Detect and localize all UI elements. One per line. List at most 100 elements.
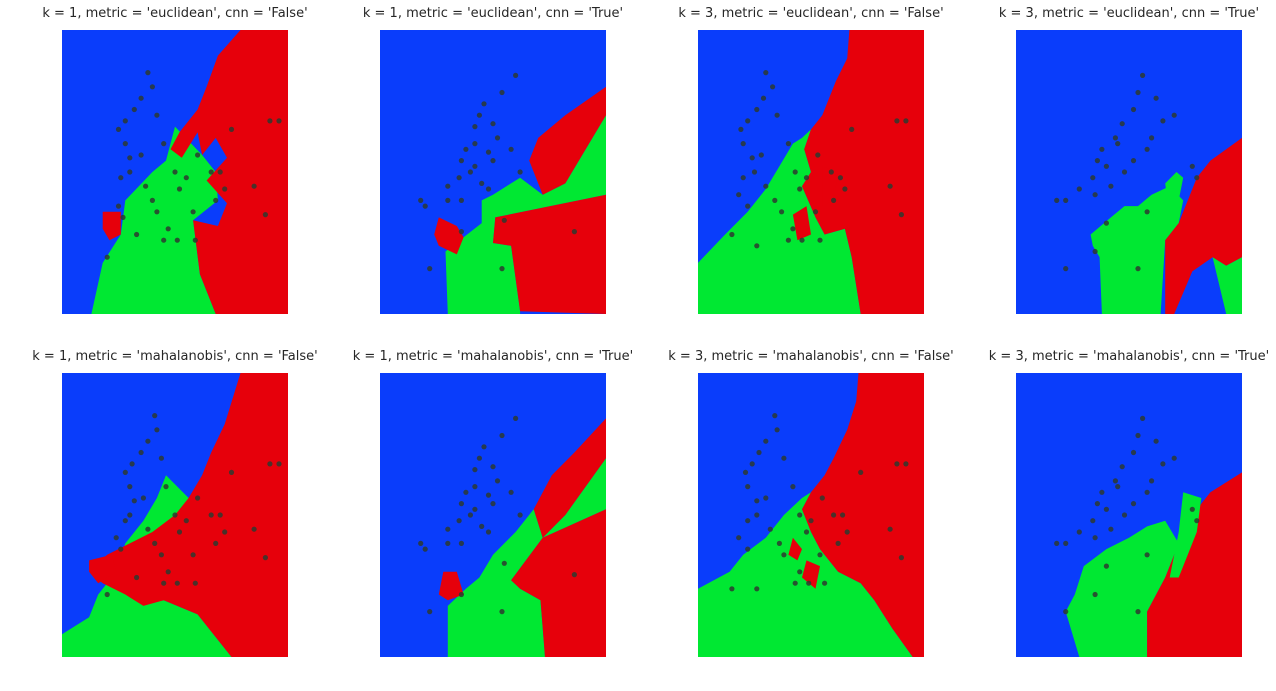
sample-point xyxy=(763,438,769,444)
sample-point xyxy=(763,495,769,501)
sample-point xyxy=(1130,449,1137,456)
sample-point xyxy=(571,572,577,578)
sample-point xyxy=(799,237,805,243)
region-green xyxy=(447,458,606,657)
sample-point xyxy=(1115,141,1121,147)
sample-point xyxy=(134,574,140,581)
sample-point xyxy=(458,158,464,164)
region-green xyxy=(1065,520,1179,657)
sample-point xyxy=(418,540,424,546)
sample-point xyxy=(858,469,864,475)
sample-point xyxy=(208,169,214,175)
sample-point xyxy=(195,152,201,158)
sample-point xyxy=(894,461,900,467)
sample-point xyxy=(779,209,785,215)
sample-point xyxy=(1054,540,1060,546)
sample-point xyxy=(742,469,749,475)
sample-point xyxy=(797,512,803,518)
sample-point xyxy=(115,203,122,209)
sample-point xyxy=(485,186,492,192)
sample-point xyxy=(1119,121,1125,127)
sample-point xyxy=(213,540,219,546)
sample-point xyxy=(1140,415,1146,421)
decision-boundary-plot xyxy=(1016,373,1242,657)
sample-point xyxy=(508,489,514,495)
sample-point xyxy=(790,226,796,232)
sample-point xyxy=(1140,72,1146,78)
sample-point xyxy=(1054,197,1060,203)
sample-point xyxy=(172,169,178,175)
region-red xyxy=(802,560,820,589)
sample-point xyxy=(1099,489,1105,495)
sample-point xyxy=(842,186,848,192)
sample-point xyxy=(494,478,501,484)
sample-point xyxy=(1092,248,1098,255)
sample-point xyxy=(772,197,778,203)
sample-point xyxy=(127,484,133,490)
sample-point xyxy=(1092,192,1098,198)
subplot-title: k = 1, metric = 'euclidean', cnn = 'True… xyxy=(362,6,624,21)
sample-point xyxy=(763,183,769,189)
sample-point xyxy=(767,526,773,532)
sample-point xyxy=(1130,158,1137,164)
sample-point xyxy=(485,529,492,535)
sample-point xyxy=(222,529,228,535)
region-green xyxy=(91,126,218,314)
sample-point xyxy=(467,512,473,518)
sample-point xyxy=(208,512,214,518)
decision-boundary-plot xyxy=(1016,30,1242,314)
sample-point xyxy=(758,152,764,158)
sample-point xyxy=(1121,512,1128,518)
sample-point xyxy=(828,169,834,175)
sample-point xyxy=(145,70,151,76)
subplot-title: k = 3, metric = 'mahalanobis', cnn = 'Tr… xyxy=(988,349,1270,364)
sample-point xyxy=(1112,478,1118,484)
decision-boundary-plot xyxy=(698,373,924,657)
sample-point xyxy=(763,70,769,76)
sample-point xyxy=(445,183,451,189)
sample-point xyxy=(754,243,760,249)
region-red xyxy=(438,571,464,601)
subplot-title: k = 3, metric = 'mahalanobis', cnn = 'Fa… xyxy=(668,349,954,364)
sample-point xyxy=(803,175,810,181)
sample-point xyxy=(476,112,482,118)
decision-boundary-plot xyxy=(380,30,606,314)
sample-point xyxy=(120,214,126,220)
sample-point xyxy=(485,149,492,155)
region-red xyxy=(493,194,606,314)
sample-point xyxy=(1108,526,1114,532)
decision-boundary-plot xyxy=(62,30,288,314)
sample-point xyxy=(499,266,505,272)
sample-point xyxy=(472,484,478,490)
sample-point xyxy=(467,169,473,175)
sample-point xyxy=(422,546,428,552)
sample-point xyxy=(835,540,841,546)
sample-point xyxy=(145,438,151,444)
sample-point xyxy=(803,529,810,535)
region-red xyxy=(170,30,288,314)
subplot-title: k = 1, metric = 'mahalanobis', cnn = 'Tr… xyxy=(352,349,634,364)
sample-point xyxy=(129,461,135,467)
sample-point xyxy=(1092,591,1098,598)
sample-point xyxy=(745,118,751,124)
region-green xyxy=(1212,257,1242,314)
sample-point xyxy=(785,237,791,243)
sample-point xyxy=(154,209,160,215)
sample-point xyxy=(729,586,735,592)
sample-point xyxy=(1103,506,1109,512)
sample-point xyxy=(104,591,110,598)
sample-point xyxy=(1149,135,1155,141)
sample-point xyxy=(158,455,164,461)
sample-point xyxy=(122,518,128,524)
sample-point xyxy=(1076,529,1082,535)
sample-point xyxy=(831,512,837,518)
region-green xyxy=(698,129,861,314)
sample-point xyxy=(161,237,167,243)
sample-point xyxy=(152,413,158,419)
sample-point xyxy=(1194,175,1200,181)
region-green xyxy=(1165,172,1184,201)
sample-point xyxy=(174,237,180,243)
subplot-title: k = 1, metric = 'euclidean', cnn = 'Fals… xyxy=(42,6,308,21)
sample-point xyxy=(792,580,798,586)
region-red xyxy=(533,418,606,538)
